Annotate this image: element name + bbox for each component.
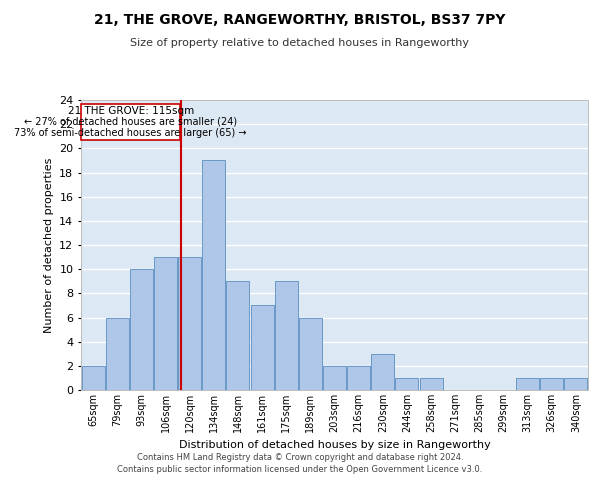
Text: Contains HM Land Registry data © Crown copyright and database right 2024.: Contains HM Land Registry data © Crown c… [137,453,463,462]
Bar [541,378,563,390]
Bar [565,378,587,390]
Bar [130,269,153,390]
Bar [251,306,274,390]
Bar [154,257,177,390]
Bar [275,281,298,390]
Bar [516,378,539,390]
Text: 73% of semi-detached houses are larger (65) →: 73% of semi-detached houses are larger (… [14,128,247,138]
Bar [323,366,346,390]
Bar [347,366,370,390]
Bar [178,257,201,390]
Bar [419,378,443,390]
Bar [299,318,322,390]
Bar [106,318,128,390]
Bar [226,281,250,390]
Text: Size of property relative to detached houses in Rangeworthy: Size of property relative to detached ho… [131,38,470,48]
Bar [371,354,394,390]
X-axis label: Distribution of detached houses by size in Rangeworthy: Distribution of detached houses by size … [179,440,490,450]
Bar [395,378,418,390]
Bar [202,160,225,390]
FancyBboxPatch shape [82,104,180,140]
Text: 21, THE GROVE, RANGEWORTHY, BRISTOL, BS37 7PY: 21, THE GROVE, RANGEWORTHY, BRISTOL, BS3… [94,12,506,26]
Text: 21 THE GROVE: 115sqm: 21 THE GROVE: 115sqm [68,106,194,116]
Text: ← 27% of detached houses are smaller (24): ← 27% of detached houses are smaller (24… [24,117,237,127]
Y-axis label: Number of detached properties: Number of detached properties [44,158,53,332]
Text: Contains public sector information licensed under the Open Government Licence v3: Contains public sector information licen… [118,466,482,474]
Bar [82,366,104,390]
